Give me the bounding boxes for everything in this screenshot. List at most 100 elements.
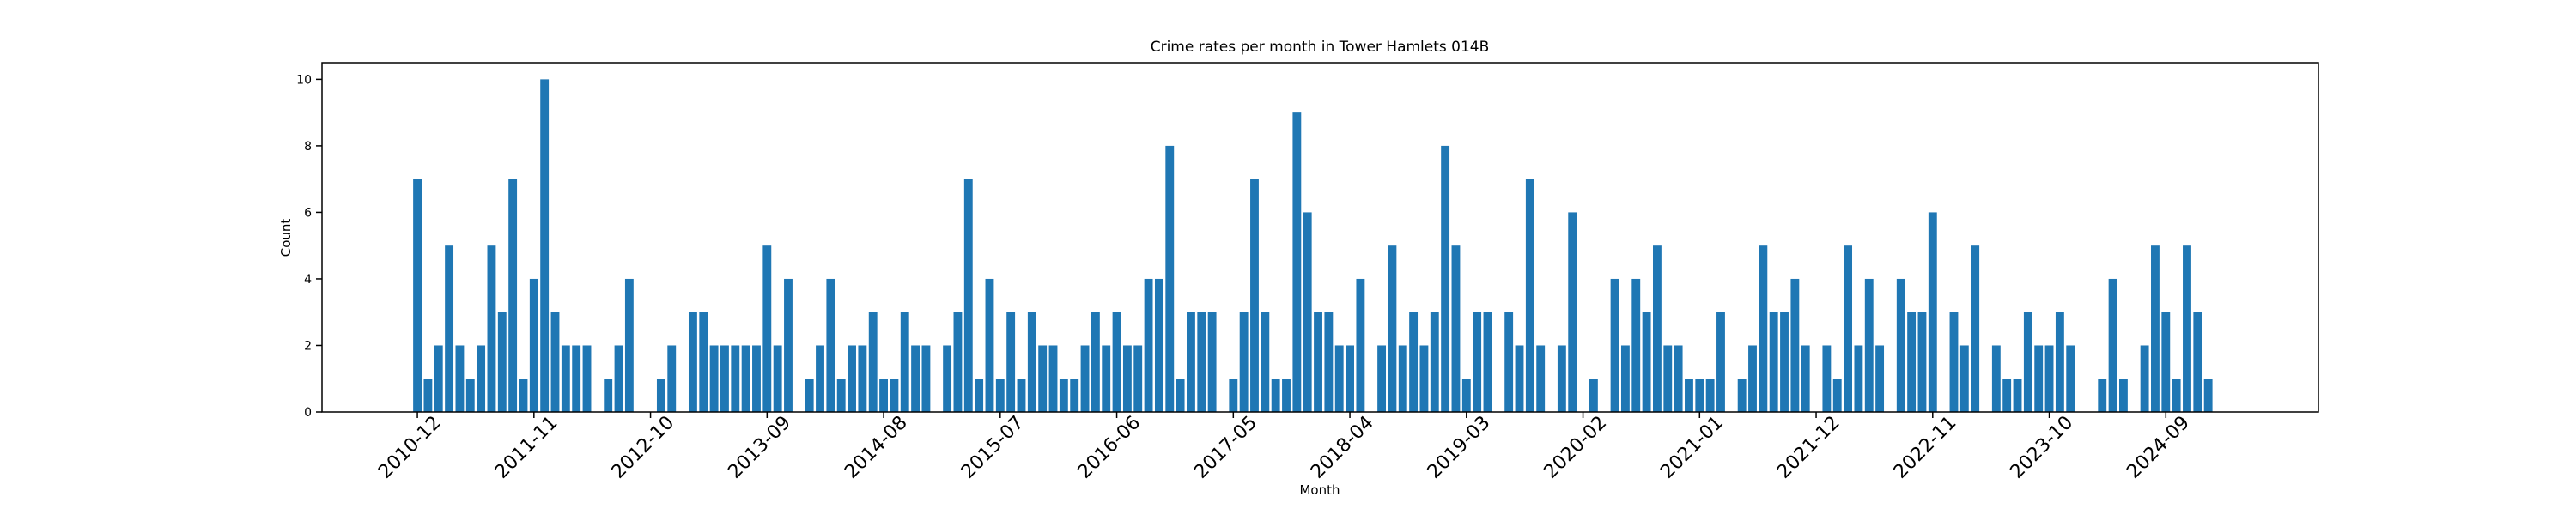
bar [519, 379, 528, 412]
bar [943, 345, 952, 412]
bar [1282, 379, 1291, 412]
y-tick-label: 10 [296, 73, 312, 87]
bar [1239, 312, 1249, 412]
bar [720, 345, 729, 412]
bar [445, 245, 454, 412]
bar [1790, 278, 1800, 412]
bar [752, 345, 761, 412]
bar [1483, 312, 1492, 412]
bar [1705, 379, 1715, 412]
bar [1048, 345, 1058, 412]
bar [1525, 179, 1534, 412]
bar [413, 179, 422, 412]
x-tick-label: 2013-09 [724, 412, 795, 483]
bar [1695, 379, 1704, 412]
bar [1801, 345, 1810, 412]
bar [1038, 345, 1048, 412]
plot-frame [321, 62, 2319, 413]
bar [1780, 312, 1789, 412]
bar [1154, 278, 1163, 412]
bar [858, 345, 867, 412]
x-tick-label: 2019-03 [1424, 412, 1495, 483]
bar [1653, 245, 1662, 412]
bar [1059, 379, 1068, 412]
bar [1419, 345, 1429, 412]
bar [900, 312, 909, 412]
bar [1017, 379, 1026, 412]
bar [1409, 312, 1419, 412]
bar [921, 345, 931, 412]
bar [1642, 312, 1651, 412]
bar [2055, 312, 2064, 412]
x-tick-label: 2022-11 [1890, 412, 1961, 483]
bar [667, 345, 677, 412]
x-tick-label: 2023-10 [2007, 412, 2078, 483]
bar [773, 345, 782, 412]
bar [465, 379, 475, 412]
bar [826, 278, 835, 412]
bar [477, 345, 486, 412]
bar [2118, 379, 2128, 412]
bar [1398, 345, 1407, 412]
bar [1589, 379, 1598, 412]
x-tick-label: 2021-12 [1773, 412, 1844, 483]
chart-title: Crime rates per month in Tower Hamlets 0… [1151, 39, 1490, 56]
bar [762, 245, 772, 412]
x-tick-label: 2024-09 [2123, 412, 2194, 483]
bar [2098, 379, 2107, 412]
y-tick-label: 2 [304, 339, 312, 353]
bar [1971, 245, 1980, 412]
bar [1716, 312, 1725, 412]
bar [1250, 179, 1259, 412]
bar [1176, 379, 1185, 412]
bar [1070, 379, 1079, 412]
bar [624, 278, 634, 412]
bar [805, 379, 814, 412]
bar [1197, 312, 1206, 412]
bar [455, 345, 465, 412]
bar [1261, 312, 1270, 412]
bar [423, 379, 433, 412]
bar [1144, 278, 1153, 412]
bar [688, 312, 697, 412]
bar [1441, 145, 1450, 412]
y-tick-label: 6 [304, 206, 312, 220]
bar [1928, 212, 1937, 412]
bar [868, 312, 878, 412]
bar [529, 278, 538, 412]
bar [836, 379, 846, 412]
bar [1133, 345, 1143, 412]
bar [497, 312, 507, 412]
bar [1769, 312, 1778, 412]
bar [1461, 379, 1471, 412]
bar [1112, 312, 1121, 412]
bar [1451, 245, 1461, 412]
bar [2013, 379, 2022, 412]
bar [816, 345, 824, 412]
bar [1907, 312, 1917, 412]
bar [1473, 312, 1482, 412]
x-tick-label: 2011-11 [491, 412, 562, 483]
bar [1631, 278, 1641, 412]
x-tick-label: 2018-04 [1307, 412, 1378, 483]
bar [1292, 112, 1302, 412]
bar [1759, 245, 1768, 412]
bar [1991, 345, 2001, 412]
bar [1737, 379, 1747, 412]
bar [487, 245, 496, 412]
x-tick-label: 2010-12 [374, 412, 446, 483]
bar [963, 179, 973, 412]
bar [699, 312, 708, 412]
x-axis-label: Month [1299, 482, 1340, 498]
bar [1102, 345, 1111, 412]
bar [1187, 312, 1195, 412]
bar [1959, 345, 1969, 412]
bar [1568, 212, 1577, 412]
bar [1271, 379, 1280, 412]
x-tick-label: 2012-10 [608, 412, 679, 483]
x-tick-label: 2016-06 [1074, 412, 1145, 483]
y-tick-label: 8 [304, 140, 312, 154]
bar [1207, 312, 1217, 412]
bar [2151, 245, 2160, 412]
